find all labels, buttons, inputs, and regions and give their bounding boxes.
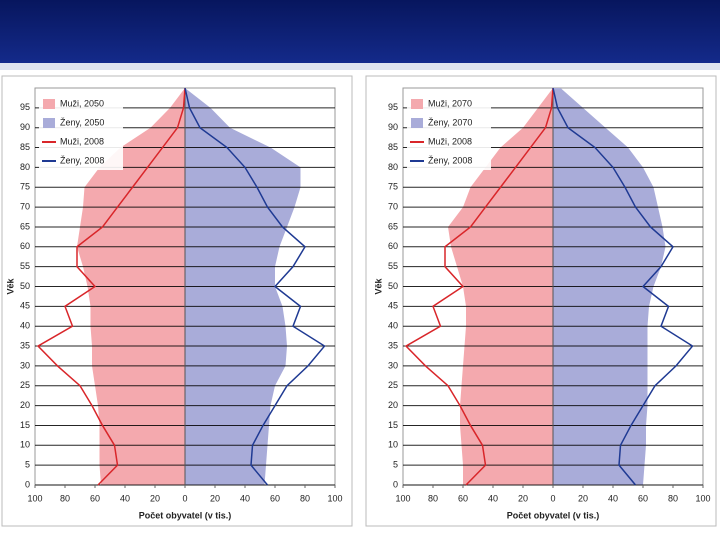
x-tick-label: 80 (428, 493, 438, 503)
y-tick-label: 35 (388, 340, 398, 350)
y-tick-label: 65 (388, 221, 398, 231)
x-tick-label: 20 (518, 493, 528, 503)
y-tick-label: 5 (25, 460, 30, 470)
y-axis-label: Věk (5, 277, 15, 294)
y-tick-label: 10 (388, 440, 398, 450)
x-tick-label: 40 (488, 493, 498, 503)
legend-label: Ženy, 2070 (428, 117, 472, 127)
x-tick-label: 40 (120, 493, 130, 503)
legend-label: Ženy, 2008 (60, 155, 104, 165)
y-tick-label: 60 (20, 241, 30, 251)
y-tick-label: 20 (20, 400, 30, 410)
y-tick-label: 45 (20, 301, 30, 311)
legend-label: Muži, 2050 (60, 98, 104, 108)
legend-swatch (43, 99, 55, 109)
y-tick-label: 20 (388, 400, 398, 410)
y-tick-label: 55 (388, 261, 398, 271)
legend-label: Ženy, 2008 (428, 155, 472, 165)
x-tick-label: 0 (182, 493, 187, 503)
x-tick-label: 100 (395, 493, 410, 503)
y-tick-label: 95 (20, 102, 30, 112)
x-tick-label: 40 (608, 493, 618, 503)
legend-label: Muži, 2070 (428, 98, 472, 108)
x-tick-label: 100 (327, 493, 342, 503)
y-tick-label: 70 (20, 201, 30, 211)
y-tick-label: 50 (20, 281, 30, 291)
y-tick-label: 15 (388, 420, 398, 430)
y-tick-label: 25 (20, 380, 30, 390)
y-tick-label: 70 (388, 201, 398, 211)
x-tick-label: 60 (90, 493, 100, 503)
x-tick-label: 40 (240, 493, 250, 503)
y-axis-label: Věk (373, 277, 383, 294)
y-tick-label: 40 (388, 321, 398, 331)
x-tick-label: 100 (695, 493, 710, 503)
header-strip (0, 63, 720, 70)
x-tick-label: 80 (300, 493, 310, 503)
y-tick-label: 90 (388, 122, 398, 132)
y-tick-label: 0 (25, 479, 30, 489)
legend-label: Muži, 2008 (60, 136, 104, 146)
y-tick-label: 75 (388, 182, 398, 192)
x-tick-label: 100 (27, 493, 42, 503)
line (404, 87, 554, 486)
legend-label: Muži, 2008 (428, 136, 472, 146)
y-tick-label: 85 (388, 142, 398, 152)
y-tick-label: 30 (20, 360, 30, 370)
y-tick-label: 40 (20, 321, 30, 331)
x-tick-label: 20 (150, 493, 160, 503)
line (184, 87, 326, 486)
y-tick-label: 35 (20, 340, 30, 350)
y-tick-label: 95 (388, 102, 398, 112)
x-tick-label: 80 (668, 493, 678, 503)
x-tick-label: 60 (270, 493, 280, 503)
legend-swatch (43, 118, 55, 128)
header-band (0, 0, 720, 63)
y-tick-label: 45 (388, 301, 398, 311)
x-tick-label: 0 (550, 493, 555, 503)
x-tick-label: 20 (578, 493, 588, 503)
y-tick-label: 55 (20, 261, 30, 271)
y-tick-label: 5 (393, 460, 398, 470)
legend-swatch (411, 99, 423, 109)
y-tick-label: 75 (20, 182, 30, 192)
x-tick-label: 80 (60, 493, 70, 503)
x-tick-label: 60 (458, 493, 468, 503)
x-axis-label: Počet obyvatel (v tis.) (139, 510, 232, 520)
y-tick-label: 85 (20, 142, 30, 152)
legend-label: Ženy, 2050 (60, 117, 104, 127)
y-tick-label: 60 (388, 241, 398, 251)
line (552, 87, 694, 486)
y-tick-label: 0 (393, 479, 398, 489)
x-axis-label: Počet obyvatel (v tis.) (507, 510, 600, 520)
x-tick-label: 60 (638, 493, 648, 503)
y-tick-label: 50 (388, 281, 398, 291)
y-tick-label: 25 (388, 380, 398, 390)
y-tick-label: 15 (20, 420, 30, 430)
y-tick-label: 80 (20, 162, 30, 172)
x-tick-label: 20 (210, 493, 220, 503)
y-tick-label: 65 (20, 221, 30, 231)
y-tick-label: 90 (20, 122, 30, 132)
line (36, 87, 186, 486)
y-tick-label: 10 (20, 440, 30, 450)
y-tick-label: 30 (388, 360, 398, 370)
legend-swatch (411, 118, 423, 128)
y-tick-label: 80 (388, 162, 398, 172)
